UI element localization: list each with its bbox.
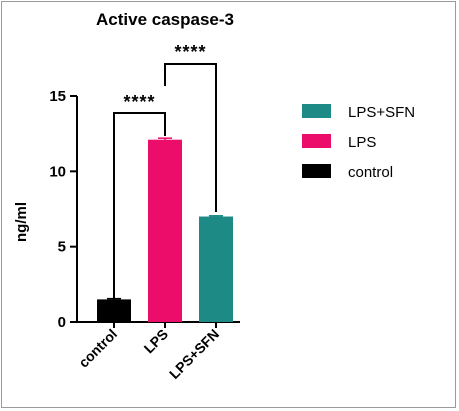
legend-swatch bbox=[302, 134, 331, 148]
y-tick-label: 5 bbox=[58, 239, 66, 256]
bar-lps-sfn bbox=[199, 216, 233, 322]
significance-bracket bbox=[164, 63, 217, 212]
y-axis-label: ng/ml bbox=[13, 202, 30, 242]
y-tick-label: 15 bbox=[49, 88, 66, 105]
y-tick-label: 10 bbox=[49, 163, 66, 180]
legend-swatch bbox=[302, 104, 331, 118]
bar-lps bbox=[148, 139, 182, 322]
significance-bracket bbox=[113, 112, 166, 298]
x-tick-label: LPS+SFN bbox=[166, 326, 222, 382]
legend-label: LPS bbox=[348, 134, 376, 151]
significance-label: **** bbox=[174, 42, 206, 62]
legend-swatch bbox=[302, 164, 331, 178]
bar-control bbox=[97, 299, 131, 322]
x-tick-label: control bbox=[75, 326, 120, 371]
x-tick-label: LPS bbox=[141, 326, 172, 357]
y-tick-label: 0 bbox=[58, 314, 66, 331]
chart-title: Active caspase-3 bbox=[96, 10, 234, 29]
legend-label: control bbox=[348, 164, 393, 181]
significance-label: **** bbox=[123, 92, 155, 112]
legend-label: LPS+SFN bbox=[348, 104, 415, 121]
